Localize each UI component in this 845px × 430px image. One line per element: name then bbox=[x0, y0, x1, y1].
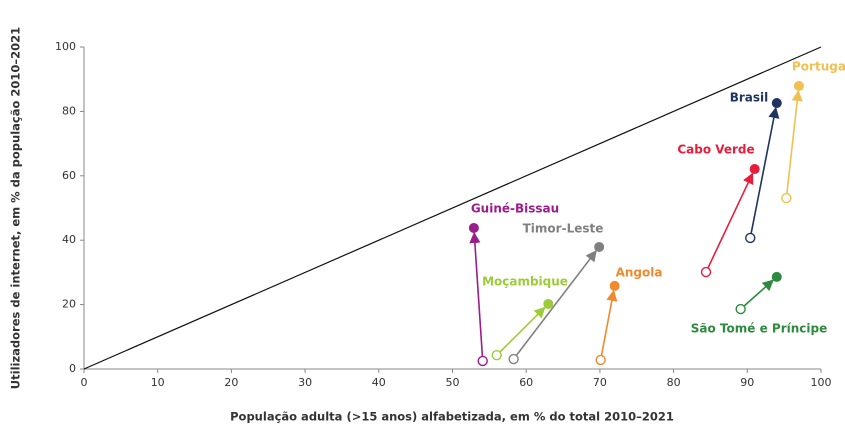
start-point bbox=[735, 303, 746, 315]
start-point bbox=[595, 354, 606, 366]
start-point bbox=[745, 232, 756, 244]
series-label: Cabo Verde bbox=[677, 143, 754, 157]
y-tick-label: 60 bbox=[62, 169, 76, 182]
start-point bbox=[700, 266, 712, 278]
y-tick-label: 20 bbox=[62, 298, 76, 311]
arrow bbox=[743, 279, 774, 307]
x-tick-label: 50 bbox=[446, 376, 460, 389]
arrow bbox=[469, 231, 484, 357]
x-axis-label: População adulta (>15 anos) alfabetizada… bbox=[230, 410, 674, 424]
end-point bbox=[749, 164, 760, 175]
series-label: Portuga bbox=[792, 60, 845, 74]
end-point bbox=[543, 298, 554, 309]
arrow bbox=[499, 306, 546, 353]
start-point bbox=[508, 353, 519, 365]
x-tick-label: 80 bbox=[667, 376, 681, 389]
x-tick-label: 0 bbox=[81, 376, 88, 389]
series-label: Brasil bbox=[730, 91, 769, 105]
x-tick-label: 60 bbox=[519, 376, 533, 389]
series-label: Timor-Leste bbox=[523, 222, 604, 236]
arrow bbox=[786, 89, 803, 194]
x-tick-label: 40 bbox=[372, 376, 386, 389]
start-point bbox=[477, 355, 488, 367]
y-axis-label: Utilizadores de internet, em % da popula… bbox=[9, 27, 23, 389]
end-point bbox=[771, 271, 782, 282]
y-tick-label: 100 bbox=[55, 40, 76, 53]
arrow bbox=[600, 289, 618, 356]
series-label: Angola bbox=[616, 266, 663, 280]
x-tick-label: 90 bbox=[740, 376, 754, 389]
series-label: Moçambique bbox=[482, 275, 568, 289]
y-tick-label: 40 bbox=[62, 233, 76, 246]
arrow bbox=[707, 172, 754, 268]
x-tick-label: 70 bbox=[593, 376, 607, 389]
x-tick-label: 100 bbox=[811, 376, 832, 389]
x-tick-label: 10 bbox=[151, 376, 165, 389]
end-point bbox=[793, 80, 804, 91]
y-tick-label: 0 bbox=[69, 362, 76, 375]
end-point bbox=[771, 98, 782, 109]
x-tick-label: 20 bbox=[224, 376, 238, 389]
y-tick-label: 80 bbox=[62, 104, 76, 117]
start-point bbox=[491, 349, 502, 361]
series-label: São Tomé e Príncipe bbox=[691, 322, 827, 336]
end-point bbox=[468, 222, 479, 233]
arrow bbox=[516, 250, 597, 356]
series-label: Guiné-Bissau bbox=[471, 202, 559, 216]
end-point bbox=[594, 241, 605, 252]
start-point bbox=[781, 192, 792, 204]
parity-line bbox=[83, 46, 822, 370]
x-tick-label: 30 bbox=[298, 376, 312, 389]
arrow bbox=[750, 106, 780, 234]
end-point bbox=[609, 280, 620, 291]
